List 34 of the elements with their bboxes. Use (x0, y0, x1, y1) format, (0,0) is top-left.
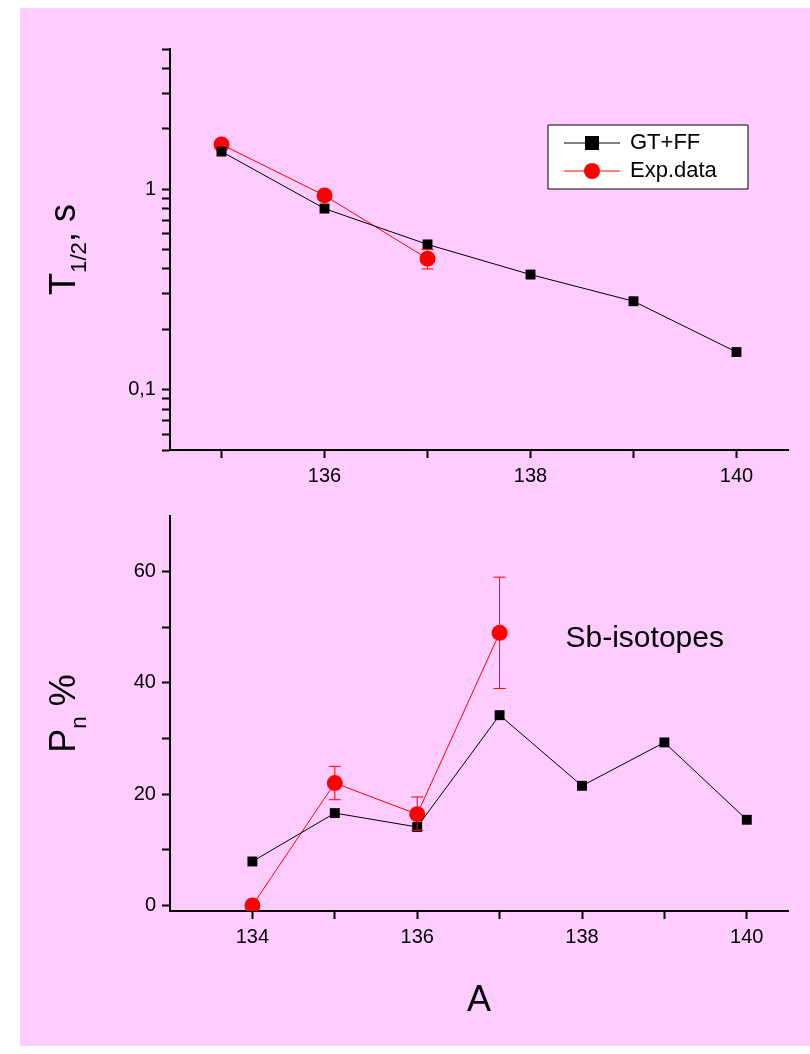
x-tick-label: 140 (719, 463, 754, 486)
point (244, 897, 261, 911)
point (329, 808, 340, 819)
x-tick-label: 136 (307, 463, 342, 486)
x-axis-title: A (466, 978, 492, 1019)
point (326, 775, 343, 792)
y-tick-label: 0,1 (128, 377, 156, 400)
point (741, 814, 752, 825)
x-tick-label: 136 (400, 924, 434, 947)
x-tick-label: 138 (513, 463, 548, 486)
point (525, 269, 536, 280)
x-tick-label: 140 (730, 924, 764, 947)
y-tick-label: 0 (144, 892, 156, 915)
point (491, 624, 508, 641)
point (659, 737, 670, 748)
point (316, 187, 333, 204)
legend-label: GT+FF (630, 129, 701, 155)
annotation: Sb-isotopes (565, 619, 724, 653)
y-tick-label: 1 (144, 176, 156, 199)
point (247, 856, 258, 867)
legend-label: Exp.data (630, 157, 718, 183)
y-axis-title: Pn % (42, 674, 91, 753)
point (628, 296, 639, 307)
point (494, 710, 505, 721)
y-tick-label: 20 (133, 781, 156, 804)
point (731, 347, 742, 357)
point (319, 203, 330, 214)
x-tick-label: 134 (235, 924, 270, 947)
y-tick-label: 40 (133, 670, 156, 693)
point (577, 780, 587, 791)
x-tick-label: 138 (565, 924, 599, 947)
y-tick-label: 60 (133, 559, 156, 582)
point (422, 239, 433, 250)
y-axis-title: T1/2, s (42, 203, 91, 296)
